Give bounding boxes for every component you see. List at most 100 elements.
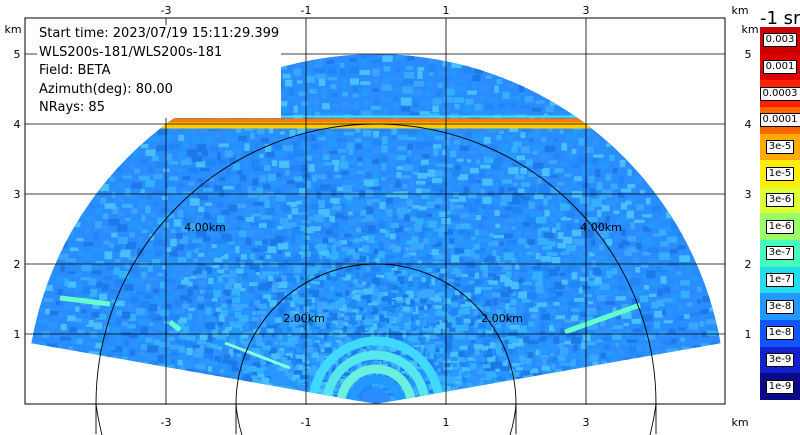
speckle-cell xyxy=(132,286,137,294)
speckle-cell xyxy=(421,194,430,200)
speckle-cell xyxy=(463,323,469,331)
speckle-cell xyxy=(202,235,211,242)
speckle-cell xyxy=(436,90,442,97)
speckle-cell xyxy=(179,236,189,244)
speckle-cell xyxy=(449,302,459,308)
speckle-cell xyxy=(124,284,134,291)
speckle-cell xyxy=(700,309,709,315)
speckle-cell xyxy=(627,183,636,189)
speckle-cell xyxy=(243,196,248,201)
speckle-cell xyxy=(450,350,459,357)
speckle-cell xyxy=(146,221,153,227)
speckle-cell xyxy=(180,158,192,165)
speckle-cell xyxy=(365,215,374,222)
speckle-cell xyxy=(416,305,425,311)
speckle-cell xyxy=(691,335,698,339)
speckle-cell xyxy=(94,220,102,229)
speckle-cell xyxy=(239,337,244,344)
speckle-cell xyxy=(43,298,54,302)
speckle-cell xyxy=(458,229,467,235)
speckle-cell xyxy=(187,298,193,304)
speckle-cell xyxy=(137,247,144,256)
speckle-cell xyxy=(298,257,309,262)
colorbar-segment: 0.0003 xyxy=(759,80,800,107)
speckle-cell xyxy=(580,312,587,317)
speckle-cell xyxy=(387,243,397,250)
speckle-cell xyxy=(620,202,628,210)
speckle-cell xyxy=(297,91,308,97)
speckle-cell xyxy=(281,204,291,212)
speckle-cell xyxy=(372,146,380,155)
speckle-cell xyxy=(533,298,539,304)
speckle-cell xyxy=(559,129,564,135)
speckle-cell xyxy=(156,145,167,152)
speckle-cell xyxy=(81,286,91,294)
speckle-cell xyxy=(532,126,542,135)
speckle-cell xyxy=(571,179,577,188)
speckle-cell xyxy=(685,302,693,307)
speckle-cell xyxy=(518,85,525,93)
speckle-cell xyxy=(407,143,414,151)
speckle-cell xyxy=(371,210,381,215)
speckle-cell xyxy=(207,193,217,197)
speckle-cell xyxy=(287,266,295,273)
speckle-cell xyxy=(410,339,420,346)
speckle-cell xyxy=(234,324,243,332)
speckle-cell xyxy=(140,271,148,279)
speckle-cell xyxy=(448,237,454,244)
speckle-cell xyxy=(246,365,257,372)
speckle-cell xyxy=(157,128,168,136)
speckle-cell xyxy=(506,271,512,278)
speckle-cell xyxy=(425,343,432,348)
speckle-cell xyxy=(601,189,613,198)
speckle-cell xyxy=(331,331,340,339)
speckle-cell xyxy=(435,273,444,281)
speckle-cell xyxy=(501,269,506,273)
speckle-cell xyxy=(282,73,291,79)
speckle-cell xyxy=(250,132,255,140)
speckle-cell xyxy=(344,233,352,238)
speckle-cell xyxy=(413,224,422,232)
speckle-cell xyxy=(207,231,219,237)
speckle-cell xyxy=(648,221,659,229)
speckle-cell xyxy=(159,341,171,348)
speckle-cell xyxy=(337,264,349,269)
speckle-cell xyxy=(226,167,232,176)
speckle-cell xyxy=(229,348,234,357)
speckle-cell xyxy=(414,155,421,161)
speckle-cell xyxy=(512,141,522,148)
speckle-cell xyxy=(371,277,381,286)
speckle-cell xyxy=(325,209,336,215)
speckle-cell xyxy=(133,150,139,158)
speckle-cell xyxy=(131,208,138,214)
speckle-cell xyxy=(678,327,686,331)
speckle-cell xyxy=(413,102,419,108)
speckle-cell xyxy=(177,184,184,188)
speckle-cell xyxy=(460,301,470,308)
speckle-cell xyxy=(244,149,255,155)
speckle-cell xyxy=(612,325,624,330)
speckle-cell xyxy=(246,206,258,212)
speckle-cell xyxy=(435,341,446,349)
speckle-cell xyxy=(613,210,620,215)
speckle-cell xyxy=(216,152,221,161)
speckle-cell xyxy=(144,242,154,250)
speckle-cell xyxy=(429,64,436,72)
speckle-cell xyxy=(295,306,300,315)
speckle-cell xyxy=(321,282,331,288)
speckle-cell xyxy=(385,209,393,217)
speckle-cell xyxy=(479,95,484,100)
speckle-cell xyxy=(77,329,85,334)
speckle-cell xyxy=(523,222,531,227)
speckle-cell xyxy=(390,233,396,240)
speckle-cell xyxy=(64,303,74,310)
speckle-cell xyxy=(489,262,497,267)
speckle-cell xyxy=(465,231,472,238)
speckle-cell xyxy=(498,130,504,134)
unit-label-top-right: km xyxy=(731,4,748,17)
speckle-cell xyxy=(200,183,209,188)
speckle-cell xyxy=(555,369,563,375)
speckle-cell xyxy=(285,360,292,366)
speckle-cell xyxy=(642,273,649,281)
speckle-cell xyxy=(548,344,559,352)
